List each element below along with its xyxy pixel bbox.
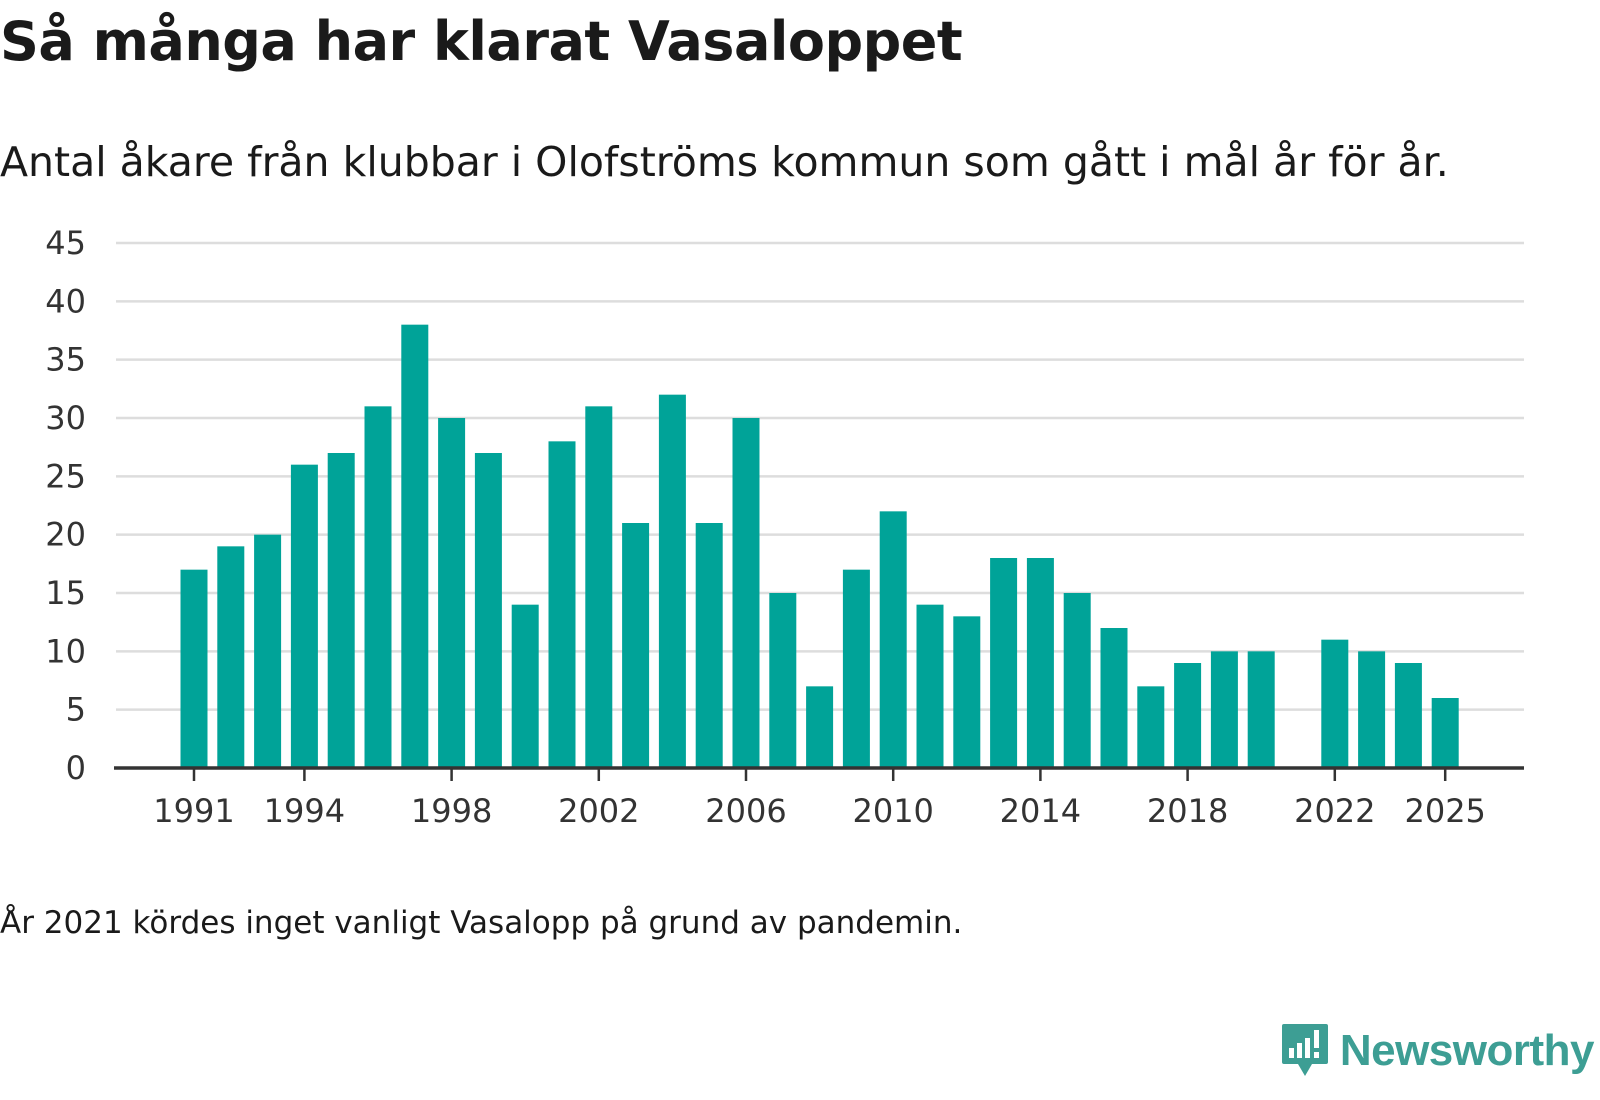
bars xyxy=(180,324,1459,768)
bar-1992 xyxy=(217,546,245,768)
bar-2023 xyxy=(1358,651,1386,768)
bar-2016 xyxy=(1100,628,1128,768)
y-tick-label: 5 xyxy=(66,691,86,729)
bar-1998 xyxy=(438,418,466,768)
y-tick-label: 25 xyxy=(45,457,86,495)
bar-1994 xyxy=(290,464,318,768)
y-tick-label: 35 xyxy=(45,341,86,379)
y-tick-label: 20 xyxy=(45,516,86,554)
x-tick-label: 2010 xyxy=(852,792,933,830)
bar-2005 xyxy=(695,523,723,768)
bar-1997 xyxy=(401,324,429,768)
bar-1996 xyxy=(364,406,392,768)
bar-1995 xyxy=(327,453,355,768)
x-tick-label: 2022 xyxy=(1294,792,1375,830)
bar-2025 xyxy=(1431,698,1459,768)
y-tick-label: 40 xyxy=(45,282,86,320)
bar-2019 xyxy=(1210,651,1238,768)
y-tick-label: 45 xyxy=(45,224,86,262)
bar-2007 xyxy=(769,593,797,768)
x-tick-label: 1991 xyxy=(153,792,234,830)
x-tick-label: 2014 xyxy=(1000,792,1081,830)
y-tick-label: 0 xyxy=(66,749,86,787)
y-axis-ticks: 0 5 10 15 20 25 30 35 40 45 xyxy=(45,224,86,787)
bar-1991 xyxy=(180,569,208,768)
bar-2000 xyxy=(511,604,539,768)
brand[interactable]: Newsworthy xyxy=(1280,1022,1595,1080)
y-tick-label: 10 xyxy=(45,632,86,670)
bar-2003 xyxy=(622,523,650,768)
bar-2010 xyxy=(879,511,907,768)
bar-2017 xyxy=(1137,686,1165,768)
bar-2011 xyxy=(916,604,944,768)
brand-name: Newsworthy xyxy=(1339,1026,1595,1075)
bar-2014 xyxy=(1026,558,1054,768)
bar-2002 xyxy=(585,406,613,768)
x-tick-label: 2006 xyxy=(705,792,786,830)
x-axis-ticks: 1991 1994 1998 2002 2006 2010 2014 2018 2022 2025 xyxy=(153,768,1486,830)
bar-1999 xyxy=(474,453,502,768)
x-tick-label: 2002 xyxy=(558,792,639,830)
bar-2020 xyxy=(1247,651,1275,768)
chart-title: Så många har klarat Vasaloppet xyxy=(0,10,963,73)
bar-2022 xyxy=(1321,639,1349,768)
bar-2008 xyxy=(806,686,834,768)
y-tick-label: 15 xyxy=(45,574,86,612)
bar-2024 xyxy=(1394,663,1422,768)
bar-2018 xyxy=(1174,663,1202,768)
x-tick-label: 2025 xyxy=(1404,792,1485,830)
newsworthy-logo-icon xyxy=(1281,1024,1328,1076)
bar-2006 xyxy=(732,418,760,768)
bar-2009 xyxy=(842,569,870,768)
bar-2004 xyxy=(658,394,686,768)
bar-2013 xyxy=(990,558,1018,768)
chart-subtitle: Antal åkare från klubbar i Olofströms ko… xyxy=(0,138,1449,186)
y-tick-label: 30 xyxy=(45,399,86,437)
x-tick-label: 1998 xyxy=(411,792,492,830)
footnote: År 2021 kördes inget vanligt Vasalopp på… xyxy=(0,905,963,941)
bar-2012 xyxy=(953,616,981,768)
x-tick-label: 2018 xyxy=(1147,792,1228,830)
bar-1993 xyxy=(254,534,282,768)
grid-lines xyxy=(116,241,1524,711)
x-tick-label: 1994 xyxy=(264,792,345,830)
bar-2015 xyxy=(1063,593,1091,768)
bar-2001 xyxy=(548,441,576,768)
